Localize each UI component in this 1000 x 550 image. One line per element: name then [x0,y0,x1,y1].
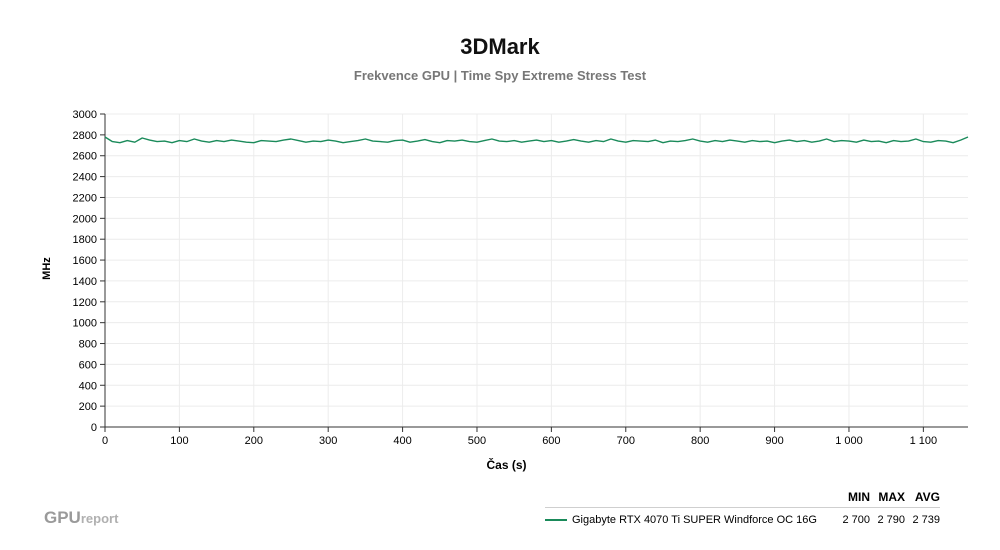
chart-title: 3DMark [460,34,540,59]
legend-entry-min: 2 700 [842,514,870,526]
y-axis-label: MHz [41,257,53,280]
y-tick-label: 2000 [73,213,97,225]
x-tick-label: 200 [245,435,263,447]
y-tick-label: 2800 [73,130,97,142]
legend-header-min: MIN [848,490,870,504]
legend-header-max: MAX [878,490,905,504]
y-tick-label: 600 [79,359,97,371]
x-tick-label: 600 [542,435,560,447]
brand-logo: GPUreport [44,508,118,528]
x-tick-label: 900 [765,435,783,447]
x-tick-label: 1 000 [835,435,863,447]
chart-subtitle: Frekvence GPU | Time Spy Extreme Stress … [353,68,647,83]
y-tick-label: 0 [91,422,97,434]
y-tick-label: 1600 [73,255,97,267]
x-tick-label: 100 [170,435,188,447]
legend-header-avg: AVG [914,490,940,504]
brand-logo-suffix: report [80,511,119,526]
legend-swatch [545,519,567,521]
legend: MIN MAX AVG Gigabyte RTX 4070 Ti SUPER W… [545,490,940,526]
y-tick-label: 400 [79,380,97,392]
y-tick-label: 1400 [73,276,97,288]
x-tick-label: 500 [468,435,486,447]
x-tick-label: 700 [617,435,635,447]
legend-header: MIN MAX AVG [545,490,940,508]
legend-entry-max: 2 790 [877,514,905,526]
x-tick-label: 400 [393,435,411,447]
legend-entry: Gigabyte RTX 4070 Ti SUPER Windforce OC … [545,514,940,526]
y-tick-label: 800 [79,339,97,351]
x-tick-label: 300 [319,435,337,447]
brand-logo-main: GPU [44,508,81,527]
x-axis-label: Čas (s) [486,457,526,472]
y-tick-label: 3000 [73,109,97,121]
x-tick-label: 0 [102,435,108,447]
legend-entry-avg: 2 739 [912,514,940,526]
y-tick-label: 1000 [73,318,97,330]
x-tick-label: 800 [691,435,709,447]
x-tick-label: 1 100 [910,435,938,447]
legend-entry-name: Gigabyte RTX 4070 Ti SUPER Windforce OC … [572,514,817,526]
series-line [104,136,969,144]
y-tick-label: 1800 [73,234,97,246]
y-tick-label: 2200 [73,192,97,204]
y-tick-label: 2600 [73,151,97,163]
y-tick-label: 200 [79,401,97,413]
y-tick-label: 1200 [73,297,97,309]
y-tick-label: 2400 [73,172,97,184]
